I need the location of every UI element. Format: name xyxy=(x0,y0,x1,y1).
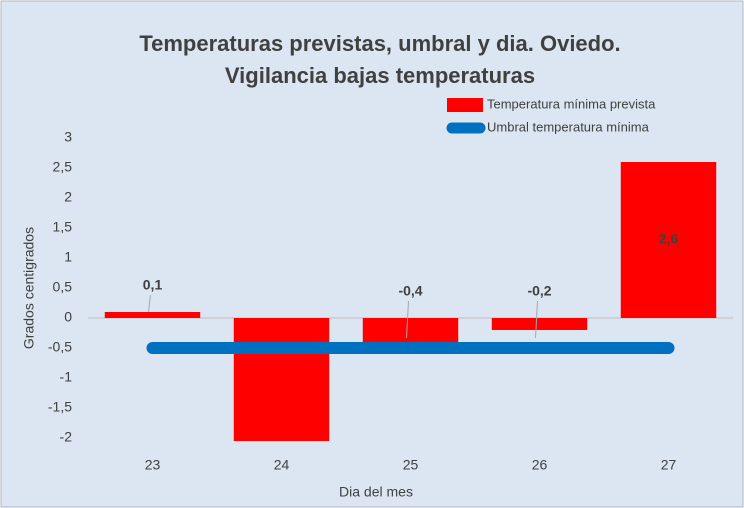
data-label: 0,1 xyxy=(143,277,163,293)
x-tick-label: 25 xyxy=(403,457,419,473)
y-axis-label: Grados centigrados xyxy=(21,227,37,349)
y-tick-label: 0,5 xyxy=(53,279,73,295)
legend-label: Temperatura mínima prevista xyxy=(487,96,656,111)
y-tick-label: -0,5 xyxy=(48,339,72,355)
y-tick-label: -1,5 xyxy=(48,399,72,415)
y-tick-label: 1,5 xyxy=(53,219,73,235)
legend-label: Umbral temperatura mínima xyxy=(487,119,650,134)
x-tick-label: 26 xyxy=(532,457,548,473)
x-tick-label: 24 xyxy=(274,457,290,473)
chart-title: Vigilancia bajas temperaturas xyxy=(225,63,535,88)
x-tick-label: 27 xyxy=(661,457,677,473)
y-tick-label: 2,5 xyxy=(53,159,73,175)
leader-line xyxy=(406,300,409,339)
bar xyxy=(104,312,201,318)
y-tick-label: 1 xyxy=(64,249,72,265)
bar xyxy=(233,318,330,441)
data-label: -0,4 xyxy=(398,283,422,299)
legend-swatch xyxy=(447,98,483,112)
bar xyxy=(362,318,459,342)
chart-title: Temperaturas previstas, umbral y dia. Ov… xyxy=(139,31,620,56)
y-tick-label: -1 xyxy=(60,369,73,385)
x-tick-label: 23 xyxy=(145,457,161,473)
bar xyxy=(491,318,588,330)
leader-line xyxy=(535,300,538,339)
leader-line xyxy=(148,294,151,313)
data-label: 2,6 xyxy=(659,231,679,247)
y-tick-label: -2 xyxy=(60,429,73,445)
data-label: -0,2 xyxy=(527,283,551,299)
x-axis-label: Dia del mes xyxy=(339,484,413,500)
y-tick-label: 0 xyxy=(64,309,72,325)
y-tick-label: 3 xyxy=(64,129,72,145)
bar xyxy=(620,162,717,318)
y-tick-label: 2 xyxy=(64,189,72,205)
